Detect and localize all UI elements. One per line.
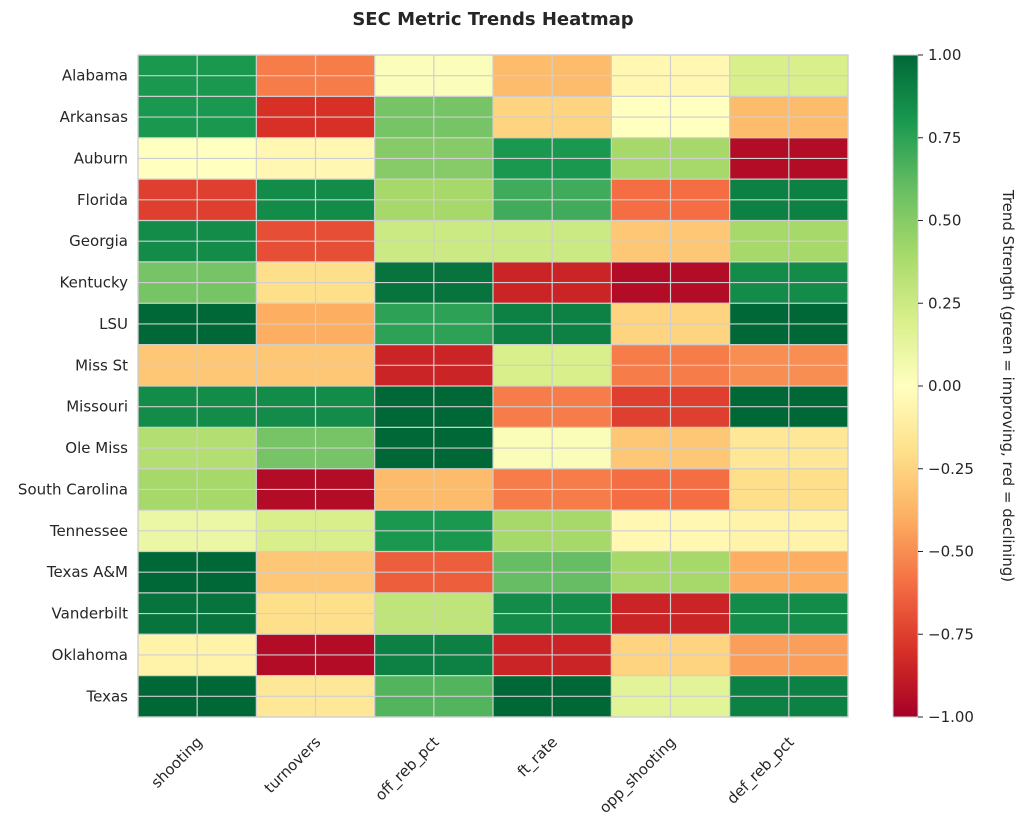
column-label-opp-shooting: opp_shooting <box>596 733 680 817</box>
colorbar-tick-label: 0.00 <box>928 377 961 395</box>
column-label-ft-rate: ft_rate <box>514 733 562 781</box>
row-label-ole-miss: Ole Miss <box>65 439 128 457</box>
row-label-georgia: Georgia <box>69 232 128 250</box>
column-label-shooting: shooting <box>147 733 206 792</box>
colorbar-label: Trend Strength (green = improving, red =… <box>999 189 1017 582</box>
column-labels: shooting turnovers off_reb_pct ft_rate opp_s… <box>147 733 798 818</box>
row-label-missouri: Missouri <box>66 398 128 416</box>
row-label-lsu: LSU <box>99 315 128 333</box>
row-label-kentucky: Kentucky <box>60 274 129 292</box>
colorbar-tick-label: −0.50 <box>928 543 974 561</box>
column-label-turnovers: turnovers <box>261 733 325 797</box>
chart-title: SEC Metric Trends Heatmap <box>352 9 633 30</box>
colorbar-tick-label: 0.50 <box>928 212 961 230</box>
colorbar-tick-label: 1.00 <box>928 46 961 64</box>
plot-border <box>137 54 849 718</box>
row-labels: Alabama Arkansas Auburn Florida Georgia Kentu… <box>18 67 128 706</box>
column-label-def-reb-pct: def_reb_pct <box>723 733 798 808</box>
column-label-off-reb-pct: off_reb_pct <box>371 733 443 805</box>
colorbar-tick-label: −1.00 <box>928 708 974 726</box>
row-label-texas: Texas <box>86 687 129 705</box>
colorbar-ticks: 1.00 0.75 0.50 0.25 0.00 −0.25 −0.50 −0.75 −1.00 <box>918 46 974 726</box>
row-label-auburn: Auburn <box>74 149 128 167</box>
row-label-arkansas: Arkansas <box>60 108 129 126</box>
row-label-alabama: Alabama <box>62 67 128 85</box>
row-label-vanderbilt: Vanderbilt <box>52 605 129 623</box>
colorbar-tick-label: −0.75 <box>928 625 974 643</box>
row-label-florida: Florida <box>77 191 128 209</box>
colorbar: 1.00 0.75 0.50 0.25 0.00 −0.25 −0.50 −0.75 −1.00… <box>892 46 1017 726</box>
heatmap-grid <box>137 54 849 718</box>
colorbar-tick-label: 0.75 <box>928 129 961 147</box>
row-label-miss-st: Miss St <box>75 356 128 374</box>
row-label-tennessee: Tennessee <box>49 522 128 540</box>
row-label-oklahoma: Oklahoma <box>52 646 128 664</box>
colorbar-gradient <box>892 54 919 718</box>
colorbar-tick-label: 0.25 <box>928 294 961 312</box>
colorbar-tick-label: −0.25 <box>928 460 974 478</box>
row-label-south-carolina: South Carolina <box>18 480 128 498</box>
row-label-texas-a-m: Texas A&M <box>46 563 128 581</box>
